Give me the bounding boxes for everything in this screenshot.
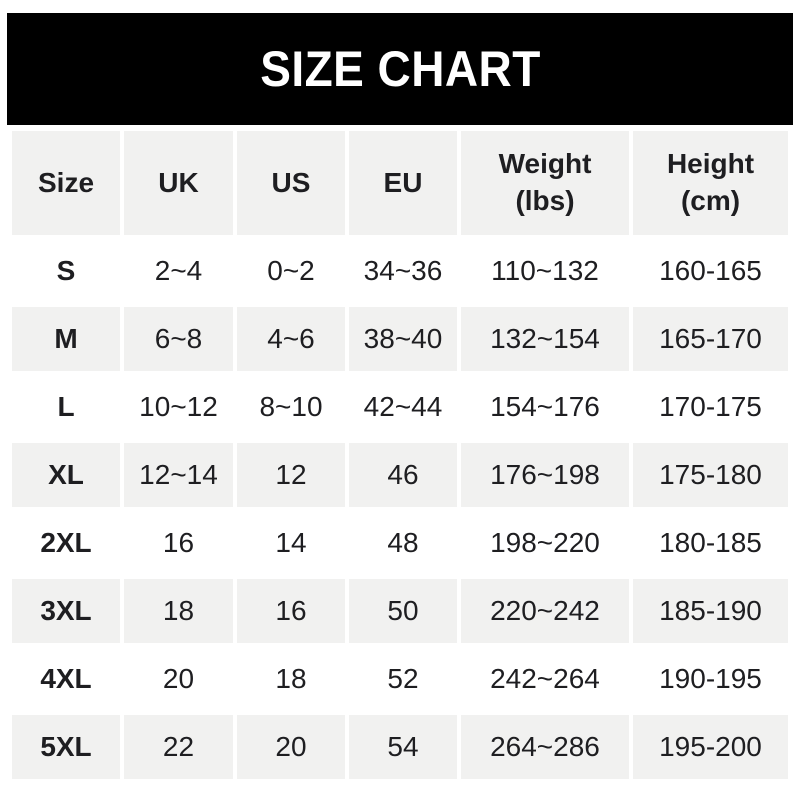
table-row-m: M 6~8 4~6 38~40 132~154 165-170 (12, 307, 788, 371)
table-cell: 10~12 (139, 391, 218, 422)
size-cell: S (56, 255, 76, 286)
size-cell: 5XL (12, 715, 120, 779)
table-cell: 8~10 (259, 391, 323, 422)
size-cell: XL (12, 443, 120, 507)
column-header-height: Height (cm) (633, 131, 788, 235)
table-row-5xl: 5XL 22 20 54 264~286 195-200 (12, 715, 788, 779)
table-cell: 34~36 (363, 255, 443, 286)
column-header-size: Size (12, 131, 120, 235)
table-cell: 14 (275, 527, 307, 558)
table-cell: 180-185 (659, 527, 762, 558)
table-cell: 22 (124, 715, 233, 779)
table-row-3xl: 3XL 18 16 50 220~242 185-190 (12, 579, 788, 643)
table-cell: 18 (124, 579, 233, 643)
page-title: SIZE CHART (259, 41, 541, 97)
table-cell: 18 (275, 663, 307, 694)
table-cell: 132~154 (461, 307, 629, 371)
table-cell: 242~264 (490, 663, 600, 694)
size-cell: 3XL (12, 579, 120, 643)
table-cell: 154~176 (490, 391, 600, 422)
size-cell: M (12, 307, 120, 371)
table-cell: 4~6 (237, 307, 345, 371)
table-cell: 185-190 (633, 579, 788, 643)
table-cell: 48 (387, 527, 419, 558)
table-cell: 20 (237, 715, 345, 779)
table-cell: 54 (349, 715, 457, 779)
size-cell: 4XL (40, 663, 92, 694)
table-row-l: L 10~12 8~10 42~44 154~176 170-175 (12, 375, 788, 439)
size-cell: L (57, 391, 75, 422)
column-header-eu: EU (349, 131, 457, 235)
size-chart-table: Size UK US EU Weight (lbs) Height (cm) S… (8, 127, 792, 783)
table-row-4xl: 4XL 20 18 52 242~264 190-195 (12, 647, 788, 711)
table-cell: 20 (162, 663, 195, 694)
table-row-s: S 2~4 0~2 34~36 110~132 160-165 (12, 239, 788, 303)
table-cell: 220~242 (461, 579, 629, 643)
size-chart-banner: SIZE CHART (7, 13, 793, 125)
table-cell: 160-165 (659, 255, 762, 286)
size-cell: 2XL (40, 527, 92, 558)
table-cell: 16 (162, 527, 195, 558)
column-header-uk: UK (124, 131, 233, 235)
table-cell: 264~286 (461, 715, 629, 779)
table-cell: 2~4 (154, 255, 203, 286)
table-cell: 50 (349, 579, 457, 643)
table-cell: 0~2 (267, 255, 315, 286)
table-cell: 12~14 (124, 443, 233, 507)
table-cell: 195-200 (633, 715, 788, 779)
table-cell: 176~198 (461, 443, 629, 507)
table-cell: 190-195 (659, 663, 762, 694)
table-cell: 16 (237, 579, 345, 643)
header-row: Size UK US EU Weight (lbs) Height (cm) (12, 131, 788, 235)
table-cell: 46 (349, 443, 457, 507)
table-cell: 110~132 (491, 255, 599, 286)
table-cell: 6~8 (124, 307, 233, 371)
table-cell: 170-175 (659, 391, 762, 422)
table-row-2xl: 2XL 16 14 48 198~220 180-185 (12, 511, 788, 575)
table-row-xl: XL 12~14 12 46 176~198 175-180 (12, 443, 788, 507)
table-cell: 175-180 (633, 443, 788, 507)
table-cell: 12 (237, 443, 345, 507)
table-cell: 38~40 (349, 307, 457, 371)
column-header-weight: Weight (lbs) (461, 131, 629, 235)
table-cell: 52 (387, 663, 419, 694)
table-cell: 42~44 (363, 391, 443, 422)
table-cell: 165-170 (633, 307, 788, 371)
table-cell: 198~220 (490, 527, 600, 558)
column-header-us: US (237, 131, 345, 235)
